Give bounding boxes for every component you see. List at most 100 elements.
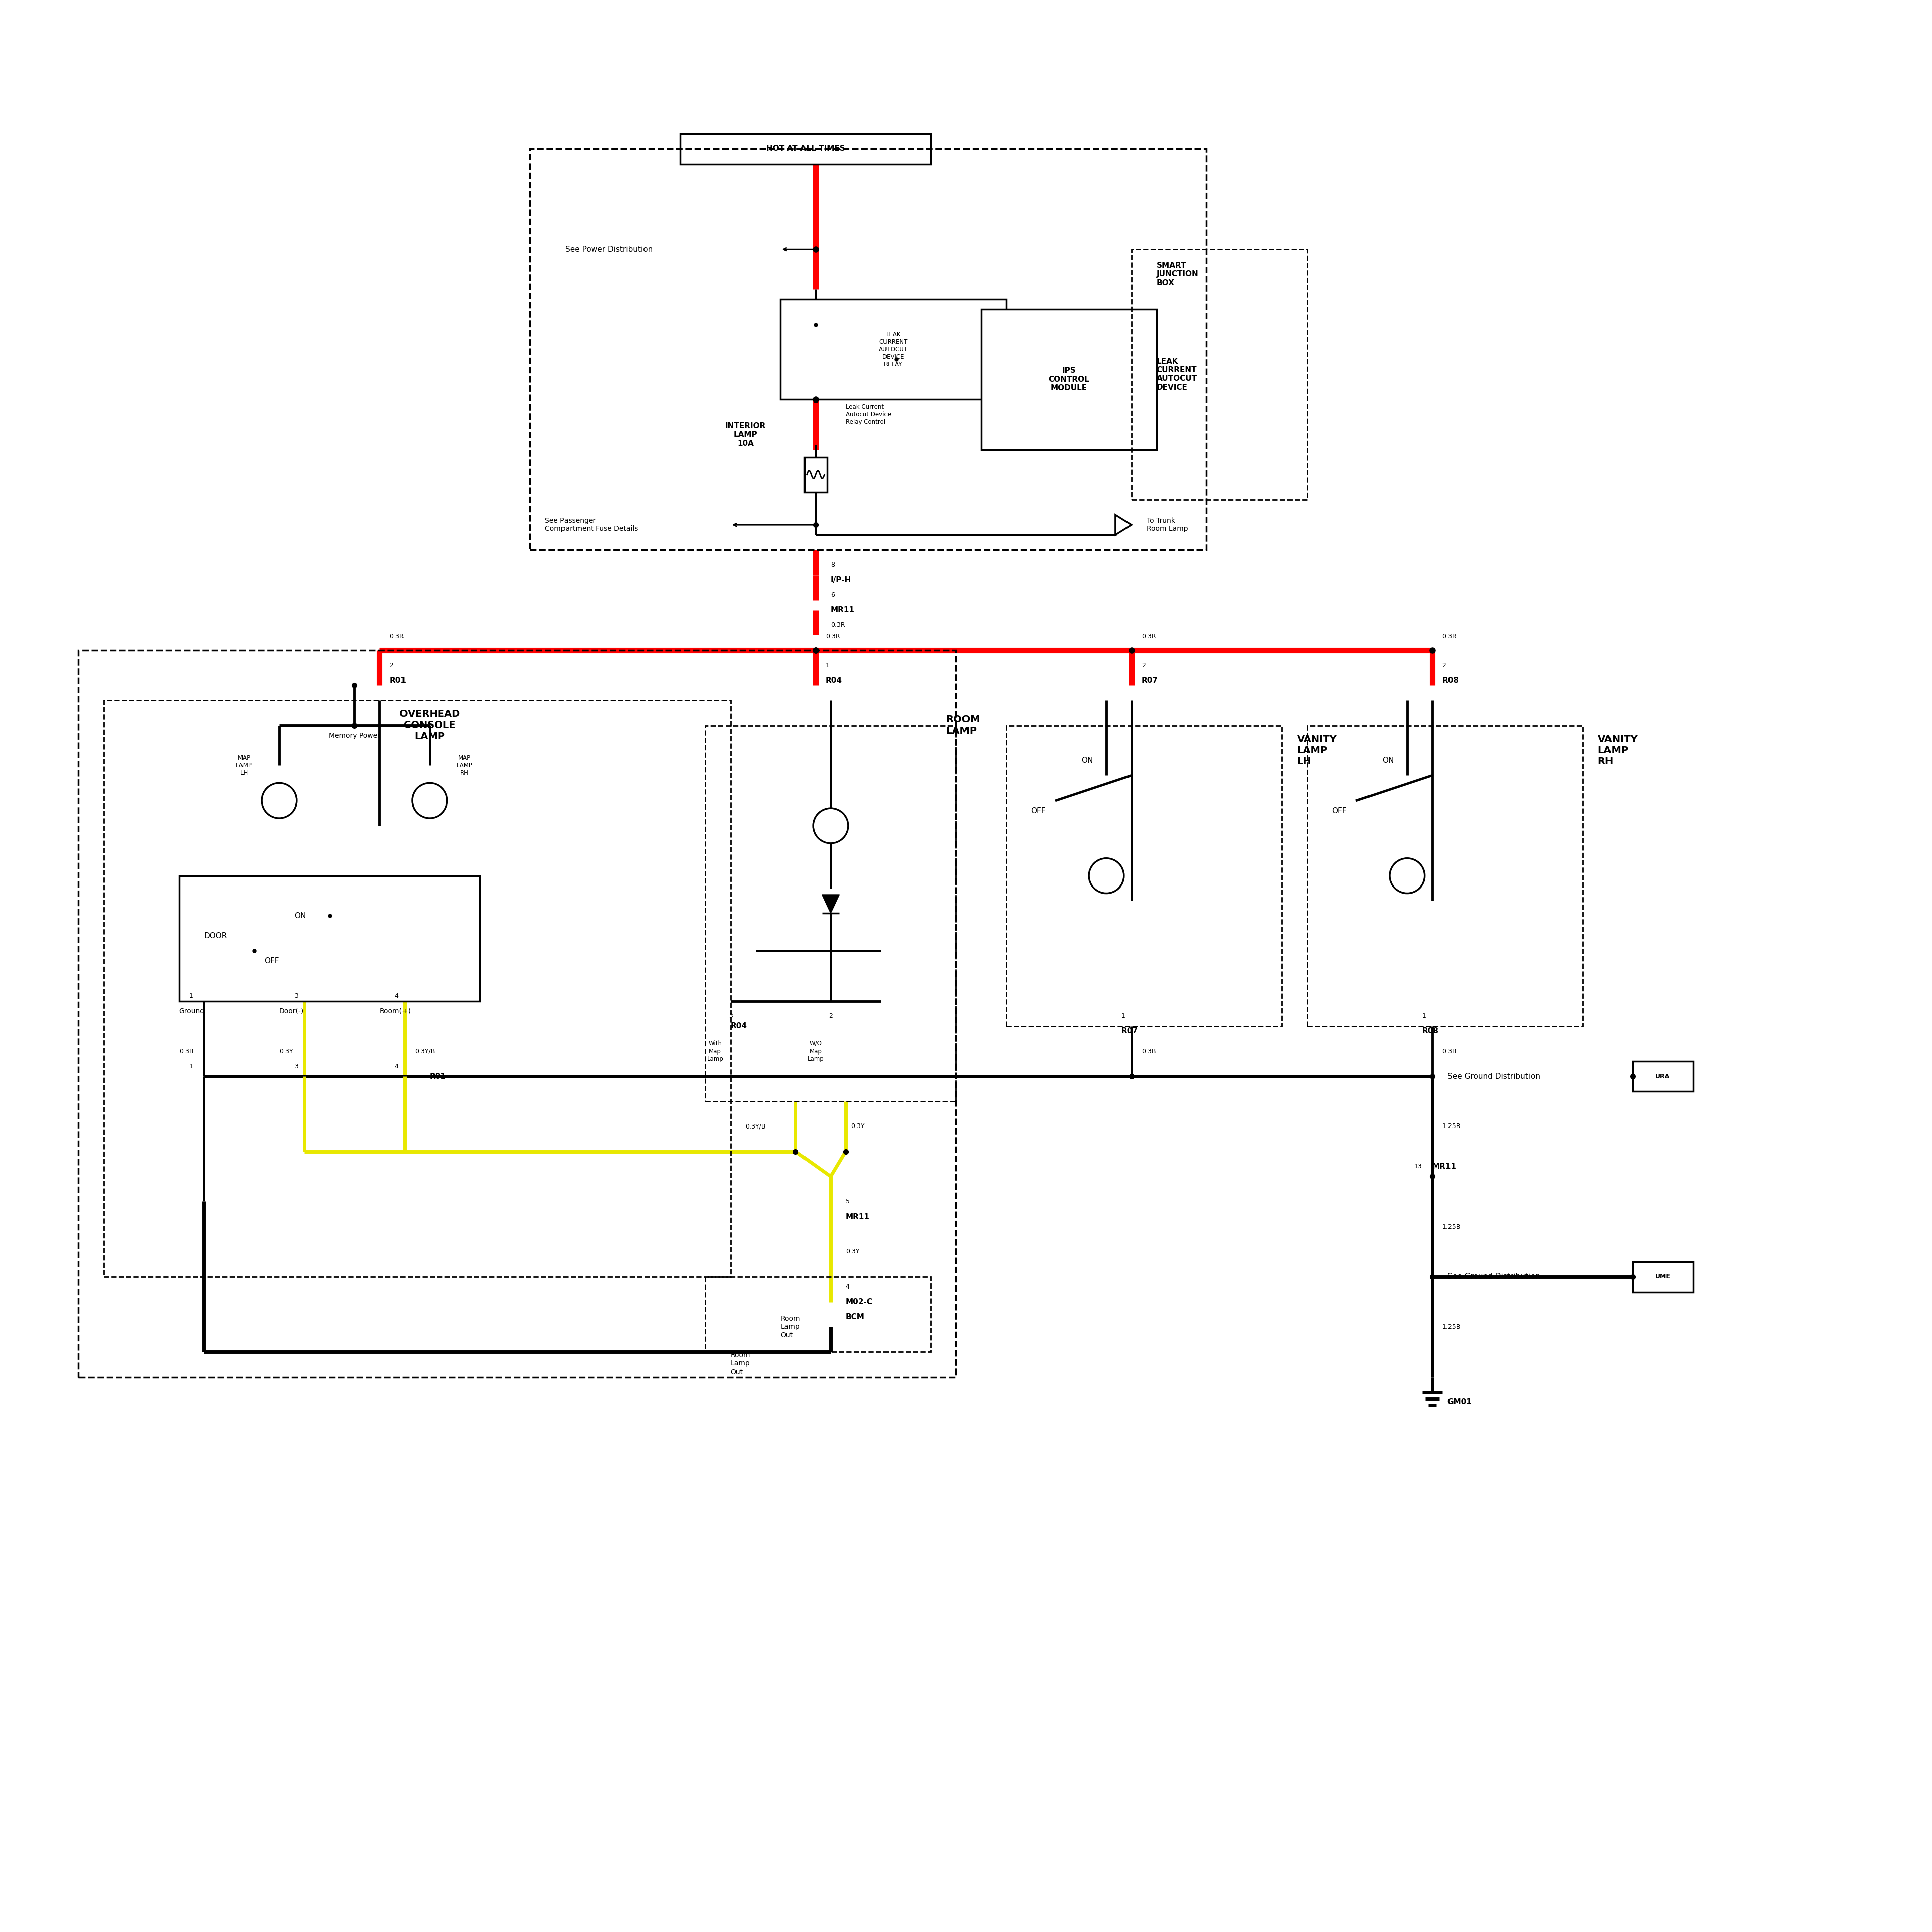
Bar	[705, 1277, 931, 1352]
Text: OFF: OFF	[265, 956, 278, 964]
Text: URA: URA	[1656, 1072, 1669, 1080]
Text: I/P-H: I/P-H	[831, 576, 852, 583]
Text: 2: 2	[1142, 663, 1146, 668]
Text: UME: UME	[1656, 1273, 1671, 1281]
Text: 2: 2	[829, 1012, 833, 1020]
Text: ON: ON	[1381, 757, 1393, 765]
Bar	[180, 875, 479, 1001]
Text: 1: 1	[1422, 1012, 1426, 1020]
Text: MR11: MR11	[831, 607, 854, 614]
Text: LEAK
CURRENT
AUTOCUT
DEVICE: LEAK CURRENT AUTOCUT DEVICE	[1157, 357, 1198, 392]
Text: Leak Current
Autocut Device
Relay Control: Leak Current Autocut Device Relay Contro…	[846, 404, 891, 425]
Text: 0.3R: 0.3R	[825, 634, 840, 639]
Text: 0.3R: 0.3R	[1443, 634, 1457, 639]
Text: 0.3Y/B: 0.3Y/B	[415, 1047, 435, 1055]
Text: See Ground Distribution: See Ground Distribution	[1447, 1273, 1540, 1281]
Text: INTERIOR
LAMP
10A: INTERIOR LAMP 10A	[725, 421, 765, 446]
Text: ON: ON	[1082, 757, 1094, 765]
Bar	[705, 725, 956, 1101]
Text: VANITY
LAMP
RH: VANITY LAMP RH	[1598, 734, 1638, 767]
Text: OFF: OFF	[1331, 808, 1347, 815]
Text: 6: 6	[831, 591, 835, 599]
Text: 8: 8	[831, 562, 835, 568]
Bar	[1633, 1061, 1692, 1092]
Text: A: A	[1122, 522, 1128, 527]
Text: R08: R08	[1443, 676, 1459, 684]
Bar	[804, 458, 827, 493]
Text: Door(-): Door(-)	[280, 1009, 303, 1014]
Text: MAP
LAMP
RH: MAP LAMP RH	[456, 755, 473, 777]
Text: BCM: BCM	[846, 1314, 866, 1321]
Text: 2: 2	[1443, 663, 1447, 668]
Text: See Power Distribution: See Power Distribution	[564, 245, 653, 253]
Text: IPS
CONTROL
MODULE: IPS CONTROL MODULE	[1049, 367, 1090, 392]
Text: Ground: Ground	[180, 1009, 205, 1014]
Text: 0.3B: 0.3B	[180, 1047, 193, 1055]
Polygon shape	[821, 895, 838, 914]
Text: 0.3R: 0.3R	[1142, 634, 1155, 639]
Text: 4: 4	[394, 1063, 398, 1070]
Text: MR11: MR11	[846, 1213, 869, 1221]
Bar	[1633, 1262, 1692, 1293]
Bar	[529, 149, 1208, 551]
Bar	[1007, 725, 1281, 1026]
Text: VANITY
LAMP
LH: VANITY LAMP LH	[1296, 734, 1337, 767]
Text: OVERHEAD
CONSOLE
LAMP: OVERHEAD CONSOLE LAMP	[400, 709, 460, 742]
Text: See Passenger
Compartment Fuse Details: See Passenger Compartment Fuse Details	[545, 518, 638, 533]
Text: To Trunk
Room Lamp: To Trunk Room Lamp	[1146, 518, 1188, 533]
Text: SMART
JUNCTION
BOX: SMART JUNCTION BOX	[1157, 261, 1198, 286]
Text: 1: 1	[189, 993, 193, 999]
Text: 1: 1	[825, 663, 829, 668]
Text: R01: R01	[429, 1072, 446, 1080]
Text: Memory Power: Memory Power	[328, 732, 381, 738]
Text: OFF: OFF	[1032, 808, 1045, 815]
Bar	[981, 309, 1157, 450]
Text: With
Map
Lamp: With Map Lamp	[707, 1041, 725, 1063]
Text: W/O
Map
Lamp: W/O Map Lamp	[808, 1041, 823, 1063]
Text: ON: ON	[294, 912, 305, 920]
Text: 4: 4	[394, 993, 398, 999]
Text: MAP
LAMP
LH: MAP LAMP LH	[236, 755, 253, 777]
Bar	[104, 699, 730, 1277]
Text: 1.25B: 1.25B	[1443, 1223, 1461, 1231]
Text: R04: R04	[730, 1022, 748, 1030]
Text: ROOM
LAMP: ROOM LAMP	[947, 715, 980, 736]
Text: 0.3B: 0.3B	[1142, 1047, 1155, 1055]
Text: 3: 3	[728, 1012, 732, 1020]
Text: 0.3Y: 0.3Y	[850, 1122, 864, 1130]
Text: Room
Lamp
Out: Room Lamp Out	[730, 1352, 750, 1376]
Text: 3: 3	[294, 993, 298, 999]
Text: 0.3R: 0.3R	[390, 634, 404, 639]
Text: 1.25B: 1.25B	[1443, 1122, 1461, 1130]
Text: M02-C: M02-C	[846, 1298, 873, 1306]
Bar	[1132, 249, 1306, 500]
Text: 3: 3	[294, 1063, 298, 1070]
Text: 0.3B: 0.3B	[1443, 1047, 1457, 1055]
Text: 0.3Y/B: 0.3Y/B	[746, 1122, 765, 1130]
Bar	[781, 299, 1007, 400]
Text: 0.3Y: 0.3Y	[280, 1047, 294, 1055]
Text: Room(+): Room(+)	[379, 1009, 412, 1014]
Text: 0.3R: 0.3R	[831, 622, 844, 628]
Text: HOT AT ALL TIMES: HOT AT ALL TIMES	[767, 145, 844, 153]
Text: 2: 2	[390, 663, 394, 668]
Text: GM01: GM01	[1447, 1399, 1472, 1406]
Text: R07: R07	[1121, 1028, 1138, 1036]
Text: R07: R07	[1142, 676, 1157, 684]
Text: 4: 4	[846, 1283, 850, 1291]
Text: R08: R08	[1422, 1028, 1439, 1036]
Text: 1.25B: 1.25B	[1443, 1323, 1461, 1331]
Text: See Ground Distribution: See Ground Distribution	[1447, 1072, 1540, 1080]
Polygon shape	[1115, 514, 1132, 535]
Text: 0.3Y: 0.3Y	[846, 1248, 860, 1256]
Text: MR11: MR11	[1432, 1163, 1457, 1171]
Bar	[680, 133, 931, 164]
Text: DOOR: DOOR	[205, 931, 228, 939]
Text: 5: 5	[846, 1198, 850, 1206]
Text: Room
Lamp
Out: Room Lamp Out	[781, 1316, 800, 1339]
Text: R04: R04	[825, 676, 842, 684]
Text: 13: 13	[1414, 1163, 1422, 1169]
Text: 1: 1	[1121, 1012, 1124, 1020]
Bar	[1306, 725, 1582, 1026]
Text: LEAK
CURRENT
AUTOCUT
DEVICE
RELAY: LEAK CURRENT AUTOCUT DEVICE RELAY	[879, 330, 908, 367]
